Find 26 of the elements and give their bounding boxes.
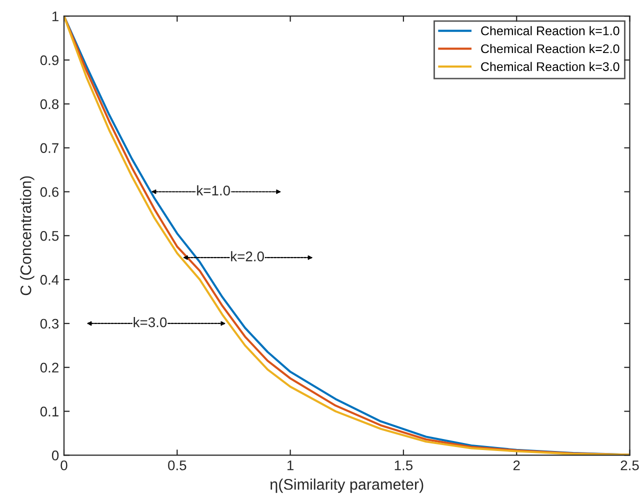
line-series xyxy=(64,16,630,456)
x-tick-label: 0 xyxy=(60,460,68,470)
y-tick-label: 0.5 xyxy=(40,230,59,241)
legend-label: Chemical Reaction k=3.0 xyxy=(481,62,620,72)
x-tick-label: 2 xyxy=(513,460,520,470)
legend-label: Chemical Reaction k=1.0 xyxy=(481,26,620,36)
y-tick-label: 0.7 xyxy=(40,143,58,153)
annotation: k=1.0 xyxy=(197,185,230,196)
y-tick-label: 0.8 xyxy=(40,99,59,110)
legend-label: Chemical Reaction k=2.0 xyxy=(481,44,620,54)
y-tick-label: 0.4 xyxy=(40,274,59,285)
y-tick-label: 0.3 xyxy=(40,318,59,329)
y-tick-label: 1 xyxy=(52,12,58,22)
annotation: k=2.0 xyxy=(231,251,264,262)
y-tick-label: 0.1 xyxy=(40,406,58,416)
x-tick-label: 1.5 xyxy=(394,460,413,470)
x-axis-title: η(Similarity parameter) xyxy=(270,478,424,493)
x-tick-label: 2.5 xyxy=(620,460,639,470)
y-tick-label: 0.9 xyxy=(40,55,58,66)
y-axis-title: C (Concentration) xyxy=(20,176,34,296)
y-tick-label: 0.6 xyxy=(40,187,59,197)
y-tick-label: 0.2 xyxy=(40,362,58,373)
y-tick-label: 0 xyxy=(52,450,59,460)
x-tick-label: 1 xyxy=(288,460,294,470)
x-tick-label: 0.5 xyxy=(168,460,186,470)
annotation: k=3.0 xyxy=(134,317,167,328)
